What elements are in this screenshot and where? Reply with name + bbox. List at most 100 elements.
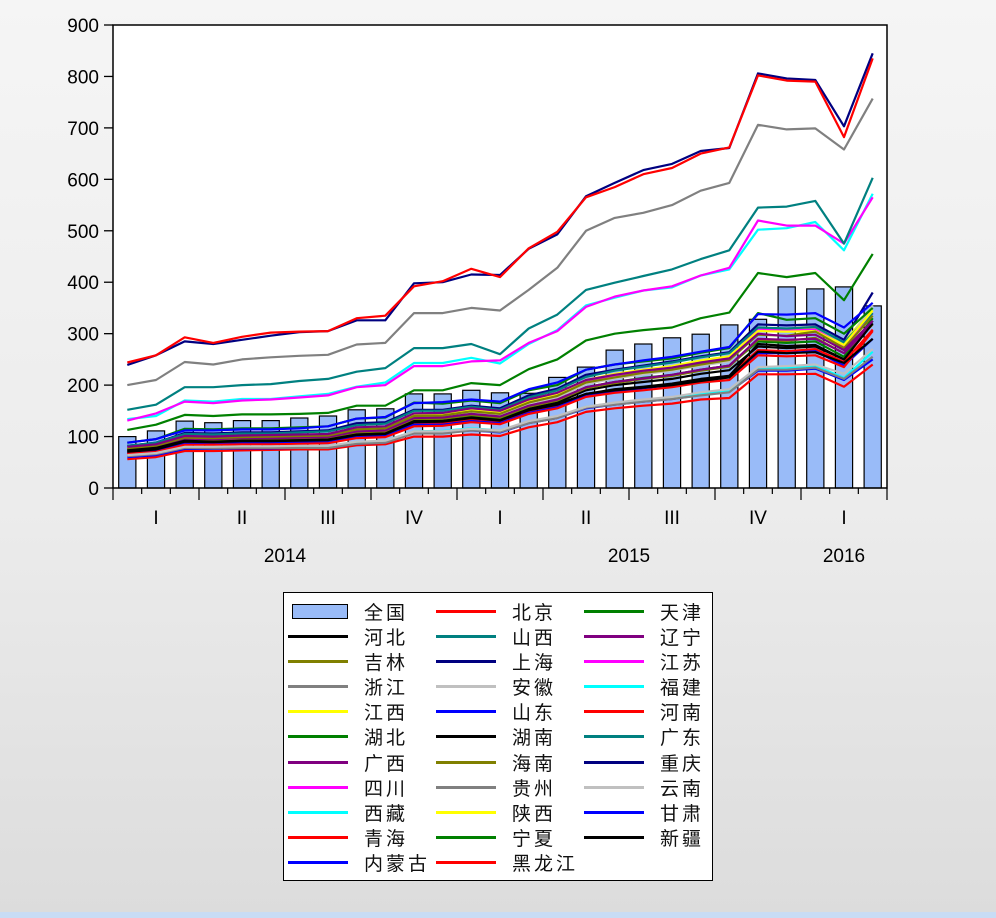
legend-item: 重庆 — [584, 750, 708, 775]
legend: 全国 北京 天津 河北 山西 辽宁 吉林 上海 江苏 浙江 安徽 福建 江西 山东 河南 湖北 湖南 广东 广西 海南… — [283, 592, 713, 881]
legend-label: 浙江 — [364, 677, 409, 700]
x-quarter-label: II — [581, 508, 592, 529]
legend-line-swatch — [584, 710, 644, 714]
legend-label: 山东 — [512, 702, 557, 725]
legend-label: 陕西 — [512, 802, 557, 825]
legend-item: 辽宁 — [584, 624, 708, 649]
legend-label: 海南 — [512, 752, 557, 775]
x-year-label: 2014 — [264, 546, 307, 567]
legend-item: 浙江 — [288, 674, 436, 699]
y-tick-label: 0 — [88, 479, 99, 500]
line-series-天津 — [127, 253, 874, 431]
legend-item: 海南 — [436, 750, 584, 775]
legend-line-swatch — [288, 810, 348, 814]
legend-label: 四川 — [364, 777, 409, 800]
legend-label: 河南 — [660, 702, 705, 725]
legend-label: 重庆 — [660, 752, 705, 775]
legend-item: 西藏 — [288, 800, 436, 825]
y-tick-label: 300 — [67, 325, 99, 346]
legend-label: 内蒙古 — [364, 852, 431, 875]
line-series-江苏 — [127, 196, 874, 422]
legend-label: 甘肃 — [660, 802, 705, 825]
x-quarter-label: I — [497, 508, 502, 529]
legend-item: 湖北 — [288, 724, 436, 749]
legend-item: 新疆 — [584, 825, 708, 850]
line-series-山东 — [127, 301, 874, 444]
y-tick-label: 400 — [67, 273, 99, 294]
legend-line-swatch — [584, 810, 644, 814]
line-series-北京 — [127, 58, 874, 364]
legend-item: 宁夏 — [436, 825, 584, 850]
y-tick-label: 800 — [67, 67, 99, 88]
legend-item: 黑龙江 — [436, 850, 584, 875]
legend-item: 福建 — [584, 674, 708, 699]
y-tick-label: 700 — [67, 119, 99, 140]
legend-label: 江西 — [364, 702, 409, 725]
legend-line-swatch — [288, 635, 348, 639]
legend-line-swatch — [584, 760, 644, 764]
legend-item: 上海 — [436, 649, 584, 674]
bar-2014M09 — [347, 409, 366, 489]
line-series-青海 — [127, 363, 874, 461]
legend-label: 黑龙江 — [512, 852, 579, 875]
legend-label: 青海 — [364, 827, 409, 850]
legend-item: 江苏 — [584, 649, 708, 674]
legend-line-swatch — [436, 685, 496, 689]
x-quarter-label: I — [841, 508, 846, 529]
legend-line-swatch — [584, 610, 644, 613]
line-series-group — [126, 52, 874, 461]
legend-line-swatch — [436, 835, 496, 839]
legend-grid: 全国 北京 天津 河北 山西 辽宁 吉林 上海 江苏 浙江 安徽 福建 江西 山东 河南 湖北 湖南 广东 广西 海南… — [288, 599, 708, 875]
legend-line-swatch — [584, 835, 644, 839]
y-tick-label: 900 — [67, 16, 99, 37]
bar-2014M06 — [261, 420, 280, 489]
legend-label: 吉林 — [364, 652, 409, 675]
line-series-辽宁 — [127, 320, 874, 448]
legend-label: 全国 — [364, 602, 409, 624]
legend-item: 广东 — [584, 724, 708, 749]
legend-label: 湖南 — [512, 727, 557, 750]
legend-item: 吉林 — [288, 649, 436, 674]
legend-item: 山东 — [436, 699, 584, 724]
legend-line-swatch — [436, 635, 496, 639]
legend-line-swatch — [436, 760, 496, 764]
line-series-广西 — [127, 322, 874, 450]
legend-label: 上海 — [512, 652, 557, 675]
line-series-山西 — [127, 177, 874, 411]
x-year-label: 2015 — [608, 546, 650, 567]
legend-line-swatch — [288, 685, 348, 689]
x-quarter-label: II — [237, 508, 248, 529]
legend-item: 全国 — [288, 599, 436, 624]
legend-item: 江西 — [288, 699, 436, 724]
legend-label: 广东 — [660, 727, 705, 750]
legend-line-swatch — [288, 835, 348, 839]
line-series-安徽 — [127, 348, 874, 457]
legend-item: 四川 — [288, 775, 436, 800]
x-quarter-label: IV — [405, 508, 423, 529]
legend-label: 福建 — [660, 677, 705, 700]
plot-frame — [112, 24, 888, 489]
legend-item: 北京 — [436, 599, 584, 624]
y-axis: 0 100 200 300 400 500 600 700 800 900 — [67, 16, 113, 500]
legend-line-swatch — [436, 660, 496, 664]
legend-line-swatch — [288, 660, 348, 664]
x-quarter-label: I — [153, 508, 158, 529]
line-series-河北 — [127, 337, 874, 452]
legend-item: 安徽 — [436, 674, 584, 699]
legend-label: 江苏 — [660, 652, 705, 675]
x-quarter-label: III — [320, 508, 336, 529]
legend-item: 湖南 — [436, 724, 584, 749]
line-series-福建 — [127, 193, 874, 421]
legend-item: 贵州 — [436, 775, 584, 800]
legend-label: 贵州 — [512, 777, 557, 800]
legend-line-swatch — [288, 860, 348, 864]
y-tick-label: 500 — [67, 222, 99, 243]
taskbar-strip — [0, 912, 996, 918]
legend-line-swatch — [288, 785, 348, 789]
legend-item: 青海 — [288, 825, 436, 850]
bar-2014M11 — [404, 393, 424, 489]
legend-item: 河南 — [584, 699, 708, 724]
legend-label: 天津 — [660, 602, 705, 624]
